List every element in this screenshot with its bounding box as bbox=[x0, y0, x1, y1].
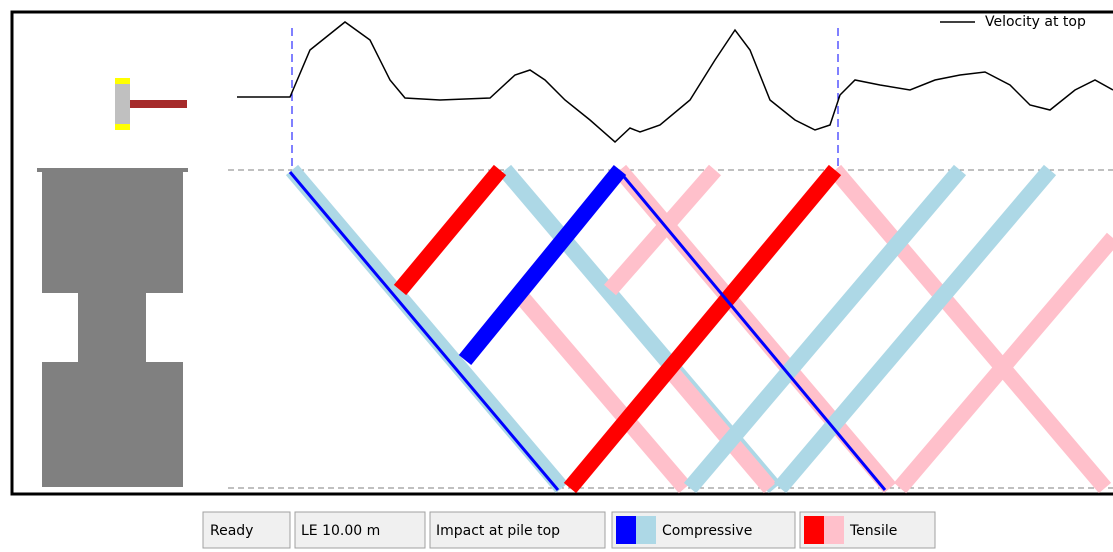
stripe bbox=[513, 289, 692, 494]
status-panel bbox=[294, 511, 426, 549]
wave-front bbox=[288, 171, 560, 491]
stripe bbox=[683, 164, 967, 494]
swatch bbox=[616, 516, 636, 544]
swatch bbox=[824, 516, 844, 544]
stripe bbox=[458, 164, 627, 366]
hammer-cap bbox=[115, 124, 130, 130]
status-panel bbox=[202, 511, 291, 549]
hammer-rod bbox=[130, 100, 187, 108]
status-bar: Ready LE 10.00 m Impact at pile top Comp… bbox=[202, 511, 936, 549]
stripe bbox=[393, 164, 507, 296]
stripe bbox=[893, 232, 1113, 494]
stripe bbox=[285, 164, 569, 494]
stripe bbox=[828, 164, 1112, 494]
stripe bbox=[563, 164, 842, 494]
hammer-cap bbox=[115, 78, 130, 84]
velocity-curve bbox=[237, 21, 1113, 144]
stripe bbox=[603, 164, 722, 296]
status-mode: Impact at pile top bbox=[436, 523, 560, 539]
legend-label: Velocity at top bbox=[985, 14, 1086, 30]
plot-area: Velocity at top bbox=[10, 10, 1113, 496]
hammer bbox=[115, 80, 130, 128]
status-length: LE 10.00 m bbox=[301, 523, 380, 539]
legend-compressive: Compressive bbox=[662, 523, 752, 539]
stripe bbox=[663, 364, 777, 494]
status-panel bbox=[429, 511, 606, 549]
swatch bbox=[804, 516, 824, 544]
status-state: Ready bbox=[210, 523, 253, 539]
stripe bbox=[773, 164, 1057, 494]
pile bbox=[42, 172, 183, 487]
wave-front bbox=[618, 171, 887, 491]
pile-cap bbox=[37, 168, 188, 172]
swatch bbox=[636, 516, 656, 544]
legend-tensile: Tensile bbox=[849, 523, 897, 539]
wave-diagram bbox=[285, 164, 1113, 494]
